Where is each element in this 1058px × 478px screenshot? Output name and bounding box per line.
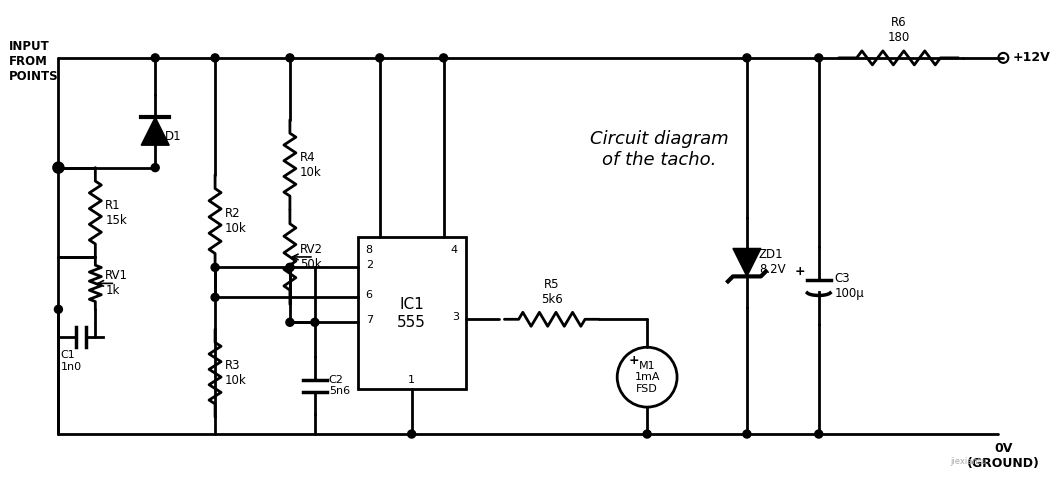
Bar — [358, 238, 466, 389]
Polygon shape — [733, 249, 761, 276]
Circle shape — [286, 263, 294, 272]
Text: Circuit diagram
of the tacho.: Circuit diagram of the tacho. — [589, 130, 728, 169]
Polygon shape — [141, 117, 169, 145]
Circle shape — [54, 163, 62, 172]
Text: 0V
(GROUND): 0V (GROUND) — [967, 442, 1040, 470]
Text: ZD1
8.2V: ZD1 8.2V — [759, 249, 785, 276]
Circle shape — [439, 54, 448, 62]
Text: R3
10k: R3 10k — [225, 359, 247, 387]
Text: INPUT
FROM
POINTS: INPUT FROM POINTS — [8, 40, 58, 83]
Circle shape — [286, 54, 294, 62]
Circle shape — [311, 318, 318, 326]
Circle shape — [286, 263, 294, 272]
Text: +12V: +12V — [1013, 51, 1051, 65]
Circle shape — [212, 263, 219, 272]
Text: 6: 6 — [366, 290, 372, 300]
Text: C2
5n6: C2 5n6 — [329, 375, 350, 396]
Text: +: + — [795, 265, 805, 278]
Text: R2
10k: R2 10k — [225, 207, 247, 235]
Text: D1: D1 — [165, 130, 182, 143]
Circle shape — [407, 430, 416, 438]
Circle shape — [212, 54, 219, 62]
Text: R6
180: R6 180 — [888, 16, 910, 44]
Circle shape — [54, 305, 62, 313]
Text: 3: 3 — [453, 312, 459, 322]
Text: 7: 7 — [366, 315, 372, 326]
Text: R4
10k: R4 10k — [299, 151, 322, 179]
Circle shape — [212, 293, 219, 301]
Circle shape — [643, 430, 651, 438]
Text: 1: 1 — [408, 375, 415, 385]
Circle shape — [743, 430, 751, 438]
Circle shape — [815, 430, 823, 438]
Text: M1
1mA
FSD: M1 1mA FSD — [635, 360, 660, 394]
Text: R5
5k6: R5 5k6 — [541, 278, 563, 306]
Text: jiexiantu: jiexiantu — [950, 457, 987, 467]
Text: RV2
50k: RV2 50k — [299, 243, 323, 271]
Circle shape — [286, 318, 294, 326]
Text: 2: 2 — [366, 261, 372, 271]
Circle shape — [151, 54, 159, 62]
Circle shape — [815, 54, 823, 62]
Circle shape — [376, 54, 384, 62]
Text: 4: 4 — [451, 246, 457, 255]
Circle shape — [151, 163, 159, 172]
Circle shape — [743, 54, 751, 62]
Text: IC1
555: IC1 555 — [397, 297, 426, 329]
Text: RV1
1k: RV1 1k — [106, 270, 128, 297]
Text: R1
15k: R1 15k — [106, 198, 127, 227]
Text: +: + — [628, 354, 639, 367]
Text: C1
1n0: C1 1n0 — [60, 350, 81, 372]
Text: 8: 8 — [366, 246, 372, 255]
Text: C3
100μ: C3 100μ — [835, 272, 864, 300]
